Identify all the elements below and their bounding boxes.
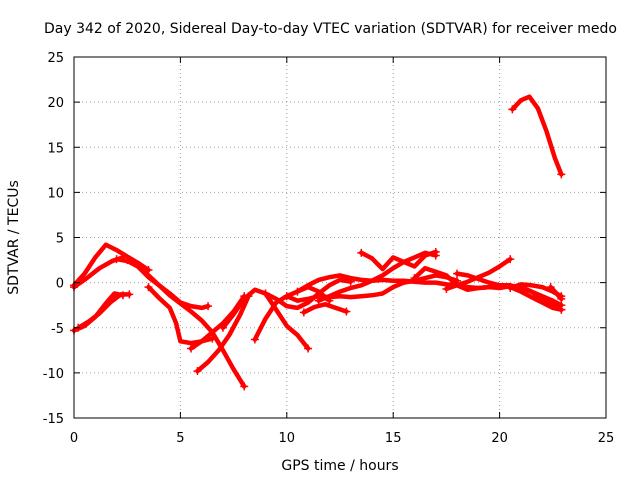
y-tick-label: 15 (47, 141, 64, 156)
x-tick-label: 15 (385, 431, 402, 446)
series-line (252, 284, 332, 342)
y-tick-label: -15 (43, 412, 64, 427)
series-line (454, 271, 564, 312)
x-tick-label: 5 (176, 431, 184, 446)
y-tick-label: 25 (47, 51, 64, 66)
series-line (359, 249, 439, 272)
x-tick-label: 10 (279, 431, 296, 446)
grid (74, 57, 606, 418)
series-s23 (508, 94, 566, 179)
y-axis-label: SDTVAR / TECUs (6, 180, 22, 295)
y-tick-label: -10 (43, 367, 64, 382)
series-s6 (123, 256, 249, 391)
series-line (301, 302, 349, 315)
series-line (412, 265, 564, 308)
y-tick-label: 5 (56, 232, 64, 247)
y-tick-label: 20 (47, 96, 64, 111)
data-series (70, 94, 566, 391)
y-tick-label: -5 (51, 322, 64, 337)
series-line (195, 293, 251, 374)
x-tick-label: 0 (70, 431, 78, 446)
series-line (548, 284, 564, 302)
x-tick-label: 25 (598, 431, 615, 446)
series-s15 (299, 302, 351, 317)
series-line (263, 277, 353, 311)
x-axis-label: GPS time / hours (281, 458, 398, 474)
x-tick-label: 20 (491, 431, 508, 446)
chart-title: Day 342 of 2020, Sidereal Day-to-day VTE… (44, 21, 617, 37)
y-tick-label: 0 (56, 277, 64, 292)
series-s5 (74, 290, 134, 332)
series-line (76, 292, 132, 331)
series-s17 (357, 247, 440, 272)
axis-ticks: 0 5 10 15 20 25 -15 -10 -5 0 5 10 15 20 25 (43, 51, 615, 446)
series-line (316, 250, 439, 303)
series-line (71, 242, 151, 288)
y-tick-label: 10 (47, 186, 64, 201)
series-line (510, 94, 564, 177)
series-line (284, 273, 460, 303)
series-line (146, 284, 215, 346)
series-line (124, 257, 247, 389)
series-s22 (546, 283, 566, 303)
series-s8 (193, 292, 253, 376)
